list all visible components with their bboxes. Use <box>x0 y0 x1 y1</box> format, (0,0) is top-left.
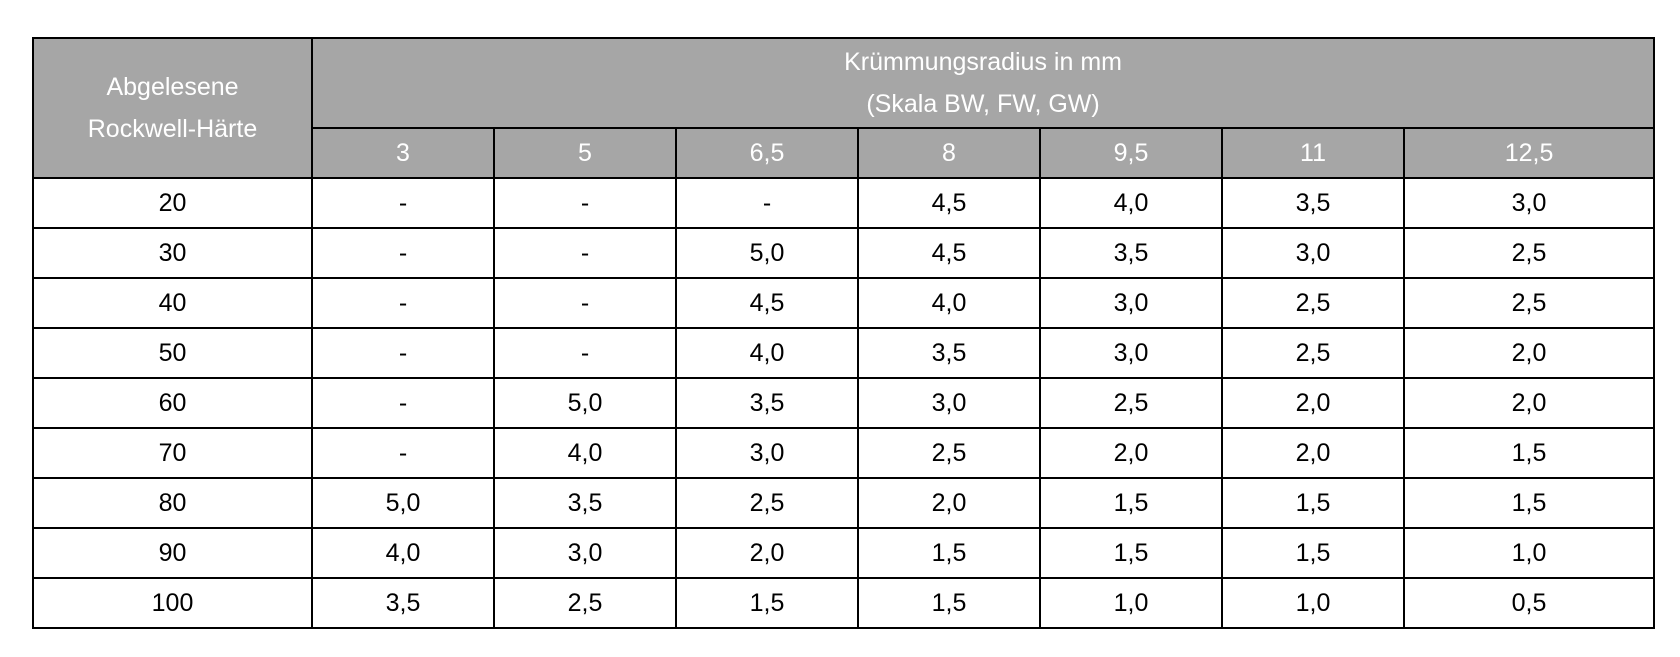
table-cell: 4,0 <box>493 427 677 479</box>
table-cell: 2,0 <box>1221 377 1405 429</box>
column-header-row: 3 5 6,5 8 9,5 11 12,5 <box>33 127 1656 179</box>
table-cell: 3,5 <box>311 577 495 629</box>
table-row: 20- - -4,5 4,0 3,5 3,0 <box>32 177 1656 229</box>
header-line: Abgelesene <box>106 73 239 101</box>
row-label: 50 <box>32 327 313 379</box>
header-line: (Skala BW, FW, GW) <box>866 90 1100 118</box>
table-cell: - <box>311 427 495 479</box>
table-cell: 2,0 <box>1402 327 1656 379</box>
table-cell: 4,5 <box>857 227 1041 279</box>
table-cell: 5,0 <box>493 377 677 429</box>
table-cell: 4,0 <box>857 277 1041 329</box>
table-row: 40- -4,5 4,0 3,0 2,5 2,5 <box>32 277 1656 329</box>
table-cell: 3,0 <box>493 527 677 579</box>
row-label: 90 <box>32 527 313 579</box>
table-cell: 3,0 <box>1402 177 1656 229</box>
table-cell: 1,5 <box>1221 527 1405 579</box>
table-cell: 3,0 <box>1221 227 1405 279</box>
column-header: 12,5 <box>1402 127 1656 179</box>
table-cell: 1,0 <box>1221 577 1405 629</box>
table-cell: 4,0 <box>675 327 859 379</box>
table-row: 80 5,0 3,5 2,5 2,0 1,5 1,5 1,5 <box>32 477 1656 529</box>
table-cell: 1,5 <box>1402 477 1656 529</box>
table-cell: 2,0 <box>857 477 1041 529</box>
table-cell: 4,5 <box>675 277 859 329</box>
table-cell: - <box>493 277 677 329</box>
table-cell: 3,5 <box>1039 227 1223 279</box>
table-row: 50- -4,0 3,5 3,0 2,5 2,0 <box>32 327 1656 379</box>
table-row: 100 3,5 2,5 1,5 1,5 1,0 1,0 0,5 <box>32 577 1656 629</box>
table-cell: 3,0 <box>675 427 859 479</box>
table-cell: 3,0 <box>1039 327 1223 379</box>
column-header: 3 <box>311 127 495 179</box>
table-body: 20- - -4,5 4,0 3,5 3,0 30- -5,0 4,5 3,5 3,0 2,5 40- -… <box>32 177 1656 629</box>
table-cell: 4,0 <box>1039 177 1223 229</box>
row-label: 20 <box>32 177 313 229</box>
row-header: Abgelesene Rockwell-Härte <box>32 37 313 179</box>
hardness-table: Abgelesene Rockwell-Härte Krümmungsradiu… <box>32 37 1656 629</box>
column-header: 6,5 <box>675 127 859 179</box>
table-cell: 2,5 <box>675 477 859 529</box>
table-row: 30- -5,0 4,5 3,5 3,0 2,5 <box>32 227 1656 279</box>
table-cell: - <box>493 227 677 279</box>
table-cell: - <box>311 177 495 229</box>
table-row: 60-5,0 3,5 3,0 2,5 2,0 2,0 <box>32 377 1656 429</box>
column-header: 9,5 <box>1039 127 1223 179</box>
table-cell: - <box>675 177 859 229</box>
column-header: 11 <box>1221 127 1405 179</box>
table-cell: - <box>493 327 677 379</box>
table-cell: 2,5 <box>1221 277 1405 329</box>
row-label: 30 <box>32 227 313 279</box>
table-cell: 2,5 <box>493 577 677 629</box>
table-cell: 5,0 <box>675 227 859 279</box>
table-row: 70-4,0 3,0 2,5 2,0 2,0 1,5 <box>32 427 1656 479</box>
row-label: 70 <box>32 427 313 479</box>
table-cell: 4,0 <box>311 527 495 579</box>
table-cell: 3,5 <box>857 327 1041 379</box>
table-cell: 5,0 <box>311 477 495 529</box>
table-cell: - <box>311 327 495 379</box>
table-cell: 1,5 <box>857 527 1041 579</box>
table-cell: 3,0 <box>1039 277 1223 329</box>
table-cell: 2,5 <box>857 427 1041 479</box>
table-cell: 3,0 <box>857 377 1041 429</box>
table-cell: 4,5 <box>857 177 1041 229</box>
table-cell: 1,5 <box>1402 427 1656 479</box>
table-cell: 1,0 <box>1402 527 1656 579</box>
table-cell: - <box>311 377 495 429</box>
table-cell: 1,5 <box>1221 477 1405 529</box>
column-header: 5 <box>493 127 677 179</box>
row-label: 100 <box>32 577 313 629</box>
table-cell: 2,5 <box>1402 227 1656 279</box>
table-cell: 1,5 <box>1039 527 1223 579</box>
table-cell: 2,0 <box>1402 377 1656 429</box>
table-cell: 2,5 <box>1402 277 1656 329</box>
table-cell: 3,5 <box>675 377 859 429</box>
column-group-header: Krümmungsradius in mm (Skala BW, FW, GW) <box>310 37 1656 129</box>
row-label: 40 <box>32 277 313 329</box>
table-cell: 2,0 <box>1221 427 1405 479</box>
table-cell: 2,5 <box>1039 377 1223 429</box>
table-cell: 1,5 <box>675 577 859 629</box>
table-cell: 3,5 <box>493 477 677 529</box>
header-row: Abgelesene Rockwell-Härte Krümmungsradiu… <box>32 37 1656 179</box>
row-label: 60 <box>32 377 313 429</box>
table-cell: 1,5 <box>857 577 1041 629</box>
table-cell: 3,5 <box>1221 177 1405 229</box>
table-cell: 2,5 <box>1221 327 1405 379</box>
table-row: 90 4,0 3,0 2,0 1,5 1,5 1,5 1,0 <box>32 527 1656 579</box>
column-header: 8 <box>857 127 1041 179</box>
table-cell: - <box>493 177 677 229</box>
table-cell: 0,5 <box>1402 577 1656 629</box>
row-label: 80 <box>32 477 313 529</box>
table-cell: 1,0 <box>1039 577 1223 629</box>
header-line: Rockwell-Härte <box>87 115 258 143</box>
table-cell: 2,0 <box>675 527 859 579</box>
table-cell: - <box>311 227 495 279</box>
table-cell: 1,5 <box>1039 477 1223 529</box>
header-line: Krümmungsradius in mm <box>844 48 1122 76</box>
table-cell: 2,0 <box>1039 427 1223 479</box>
table-cell: - <box>311 277 495 329</box>
